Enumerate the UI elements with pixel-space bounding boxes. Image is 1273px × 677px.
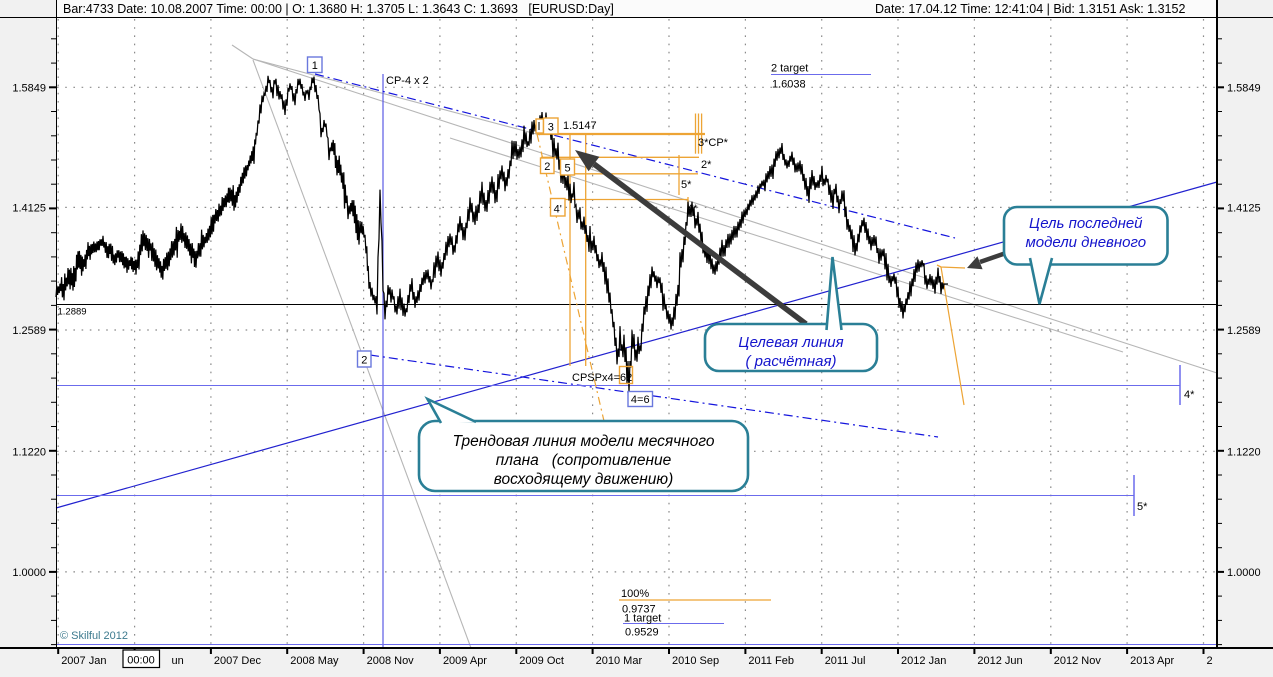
svg-text:( расчётная): ( расчётная) [745, 353, 836, 370]
svg-text:CPSPx4=62: CPSPx4=62 [572, 372, 632, 384]
svg-text:4=6: 4=6 [631, 394, 650, 406]
svg-text:1.5849: 1.5849 [1227, 82, 1261, 94]
svg-text:1.2589: 1.2589 [12, 325, 46, 337]
svg-text:2008 May: 2008 May [290, 655, 339, 667]
svg-text:1.5147: 1.5147 [563, 120, 597, 132]
svg-text:восходящему движению): восходящему движению) [494, 471, 674, 488]
svg-text:100%: 100% [621, 588, 649, 600]
svg-text:1.0000: 1.0000 [12, 567, 46, 579]
svg-text:1: 1 [312, 60, 318, 72]
svg-text:1.1220: 1.1220 [1227, 446, 1261, 458]
svg-text:1.4125: 1.4125 [12, 202, 46, 214]
svg-text:2012 Jan: 2012 Jan [901, 655, 946, 667]
svg-text:плана (сопротивление: плана (сопротивление [496, 452, 672, 469]
svg-text:0.9529: 0.9529 [625, 627, 659, 639]
svg-text:5: 5 [564, 163, 570, 175]
svg-text:2012 Nov: 2012 Nov [1054, 655, 1102, 667]
svg-text:2: 2 [544, 161, 550, 173]
svg-text:Bar:4733 Date: 10.08.2007 Time: Bar:4733 Date: 10.08.2007 Time: 00:00 | … [63, 2, 614, 16]
svg-text:2011 Jul: 2011 Jul [825, 655, 866, 667]
svg-text:00:00: 00:00 [127, 655, 155, 667]
svg-text:Цель последней: Цель последней [1029, 215, 1143, 232]
svg-text:un: un [172, 655, 184, 667]
svg-text:1.6038: 1.6038 [772, 79, 806, 91]
svg-text:1.0000: 1.0000 [1227, 567, 1261, 579]
svg-text:2 target: 2 target [771, 63, 808, 75]
svg-text:3: 3 [548, 122, 554, 134]
svg-text:2011 Feb: 2011 Feb [748, 655, 794, 667]
svg-text:1.2589: 1.2589 [1227, 325, 1261, 337]
svg-text:4': 4' [554, 204, 562, 216]
svg-text:5*: 5* [1137, 501, 1148, 513]
svg-text:2010 Mar: 2010 Mar [596, 655, 643, 667]
svg-text:CP-4 x 2: CP-4 x 2 [386, 75, 429, 87]
svg-text:4*: 4* [1184, 389, 1195, 401]
svg-text:Трендовая линия модели месячно: Трендовая линия модели месячного [453, 433, 715, 450]
svg-text:2009 Apr: 2009 Apr [443, 655, 487, 667]
svg-text:0.9737: 0.9737 [622, 604, 656, 616]
svg-text:1.1220: 1.1220 [12, 446, 46, 458]
svg-text:1 target: 1 target [624, 613, 661, 625]
svg-text:модели дневного: модели дневного [1025, 234, 1146, 251]
svg-text:2007 Jan: 2007 Jan [61, 655, 106, 667]
svg-text:2008 Nov: 2008 Nov [367, 655, 415, 667]
svg-text:1.4125: 1.4125 [1227, 202, 1261, 214]
svg-text:2012 Jun: 2012 Jun [977, 655, 1022, 667]
svg-text:2010 Sep: 2010 Sep [672, 655, 719, 667]
svg-text:5*: 5* [681, 179, 692, 191]
svg-text:Date: 17.04.12 Time: 12:41:04: Date: 17.04.12 Time: 12:41:04 | Bid: 1.3… [875, 2, 1185, 16]
svg-text:© Skilful 2012: © Skilful 2012 [60, 630, 128, 642]
svg-text:2007 Dec: 2007 Dec [214, 655, 262, 667]
svg-text:3*CP*: 3*CP* [698, 137, 729, 149]
svg-text:2: 2 [361, 355, 367, 367]
svg-text:2*: 2* [701, 159, 712, 171]
svg-text:1.5849: 1.5849 [12, 82, 46, 94]
svg-text:4*: 4* [687, 203, 698, 215]
svg-text:2: 2 [1206, 655, 1212, 667]
svg-text:2009 Oct: 2009 Oct [519, 655, 564, 667]
svg-text:2013 Apr: 2013 Apr [1130, 655, 1174, 667]
svg-text:1.2889: 1.2889 [58, 307, 87, 318]
svg-text:Целевая линия: Целевая линия [738, 334, 843, 351]
